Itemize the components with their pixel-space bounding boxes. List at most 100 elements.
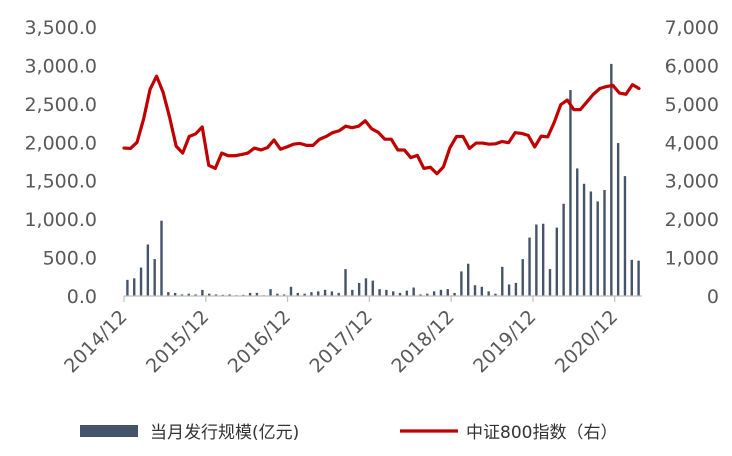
bar: [453, 292, 456, 296]
bar: [630, 259, 633, 296]
bar: [187, 293, 190, 296]
right-axis-tick-label: 7,000: [665, 17, 719, 39]
bar: [317, 291, 320, 296]
bar: [146, 244, 150, 296]
bar: [296, 292, 300, 296]
left-axis-tick-label: 0.0: [67, 286, 97, 308]
right-axis-tick-label: 0: [707, 286, 719, 308]
left-axis-tick-labels: 0.0 500.0 1,000.0 1,500.0 2,000.0 2,500.0 3,00…: [24, 17, 97, 308]
bar: [596, 201, 599, 296]
bar: [371, 280, 374, 296]
bar: [610, 63, 613, 296]
line-series-csi800: [122, 74, 641, 176]
bar: [357, 282, 361, 296]
bar: [616, 143, 620, 296]
bar: [548, 269, 552, 296]
bar: [623, 176, 627, 296]
bar: [160, 220, 163, 296]
bar: [637, 260, 640, 296]
left-axis-tick-label: 3,000.0: [24, 55, 97, 77]
legend-line-label: 中证800指数（右）: [466, 423, 617, 443]
left-axis-tick-label: 2,000.0: [24, 132, 97, 154]
bar: [398, 292, 402, 296]
legend: 当月发行规模(亿元) 中证800指数（右）: [80, 423, 617, 443]
bar: [255, 292, 259, 296]
bar: [405, 290, 409, 296]
bar: [282, 294, 286, 296]
right-axis-tick-label: 1,000: [665, 248, 719, 270]
bar: [173, 292, 177, 296]
bar: [153, 259, 156, 296]
bar: [303, 293, 306, 296]
right-axis-tick-label: 2,000: [665, 209, 719, 231]
bar: [466, 263, 470, 296]
x-axis-tick-label: 2020/12: [551, 306, 622, 377]
x-axis-tick-label: 2018/12: [387, 306, 458, 377]
bar: [528, 237, 531, 296]
bar: [126, 279, 129, 296]
right-axis-tick-labels: 0 1,000 2,000 3,000 4,000 5,000 6,000 7,000: [665, 17, 719, 308]
bar: [460, 271, 463, 296]
bar: [344, 269, 347, 296]
bar: [569, 90, 572, 296]
bar: [392, 291, 395, 296]
bar: [412, 287, 415, 296]
bar: [487, 291, 490, 296]
bar: [323, 289, 327, 296]
bar: [555, 227, 559, 296]
left-axis-tick-label: 1,500.0: [24, 171, 97, 193]
bar: [541, 223, 545, 296]
right-axis-tick-label: 3,000: [665, 171, 719, 193]
bar: [385, 289, 388, 296]
bar: [432, 291, 436, 296]
bar: [207, 293, 211, 296]
bar: [603, 189, 606, 296]
bar: [501, 266, 504, 296]
legend-bar-label: 当月发行规模(亿元): [150, 423, 299, 443]
bar: [167, 292, 170, 296]
bar: [378, 289, 381, 296]
bar: [228, 294, 231, 296]
right-axis-tick-label: 5,000: [665, 94, 719, 116]
bar: [494, 293, 497, 296]
x-axis-tick-label: 2017/12: [306, 306, 377, 377]
bar: [337, 292, 340, 296]
bar: [351, 289, 354, 296]
right-axis-tick-label: 6,000: [665, 55, 719, 77]
bar: [582, 183, 586, 296]
x-axis-tick-label: 2019/12: [469, 306, 540, 377]
bar: [521, 259, 524, 296]
bar: [514, 282, 518, 296]
bar: [535, 224, 538, 296]
bar: [473, 285, 477, 296]
bar: [562, 203, 565, 296]
bar: [330, 291, 334, 296]
bar: [364, 278, 368, 296]
bar: [276, 293, 279, 296]
legend-bar-swatch: [80, 425, 138, 437]
bar: [507, 284, 511, 296]
x-axis-tick-label: 2014/12: [60, 306, 131, 377]
bar: [139, 267, 143, 296]
bar: [480, 286, 484, 296]
bar: [133, 278, 136, 296]
bar: [439, 289, 443, 296]
bar: [310, 292, 313, 296]
bar: [214, 294, 218, 296]
right-axis-tick-label: 4,000: [665, 132, 719, 154]
left-axis-tick-label: 500.0: [43, 248, 97, 270]
bar: [194, 294, 197, 296]
bar: [576, 168, 579, 296]
left-axis-tick-label: 3,500.0: [24, 17, 97, 39]
bar: [248, 292, 252, 296]
bar: [180, 294, 184, 296]
bar: [446, 289, 449, 296]
x-axis-tick-marks: [123, 296, 616, 302]
x-axis-tick-label: 2016/12: [224, 306, 295, 377]
bar: [269, 289, 272, 296]
left-axis-tick-label: 1,000.0: [24, 209, 97, 231]
bar-series: [126, 63, 640, 296]
bar: [426, 293, 429, 296]
x-axis-tick-label: 2015/12: [142, 306, 213, 377]
